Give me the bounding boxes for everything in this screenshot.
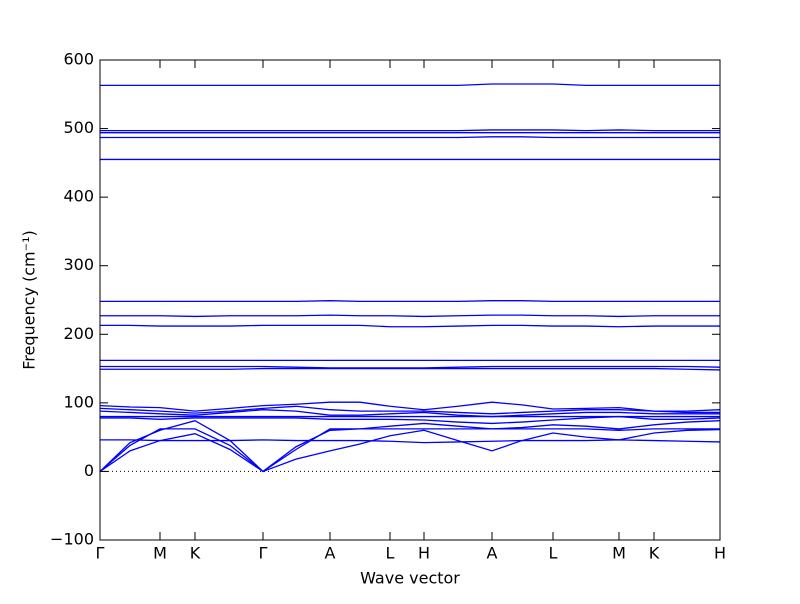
x-tick-label: H: [714, 544, 726, 563]
x-tick-label: A: [487, 544, 498, 563]
band-line: [100, 300, 720, 303]
band-line: [100, 136, 720, 139]
x-axis-label: Wave vector: [360, 569, 460, 588]
band-line: [99, 401, 721, 412]
x-tick-label: K: [190, 544, 201, 563]
band-line: [99, 419, 721, 473]
x-tick-label: Γ: [96, 544, 105, 563]
y-tick-label: 400: [63, 187, 94, 206]
y-tick-label: 0: [84, 461, 94, 480]
plot-frame: [99, 59, 721, 541]
y-tick-label: 600: [63, 50, 94, 69]
x-tick-label: L: [549, 544, 558, 563]
band-line: [100, 367, 721, 371]
y-tick-label: 500: [63, 118, 94, 137]
x-tick-label: A: [325, 544, 336, 563]
band-line: [100, 365, 721, 369]
x-tick-label: L: [386, 544, 395, 563]
band-line: [100, 314, 720, 318]
x-tick-label: K: [649, 544, 660, 563]
band-line: [100, 324, 720, 328]
band-line: [100, 415, 721, 425]
x-tick-label: M: [153, 544, 167, 563]
band-line: [100, 83, 720, 87]
band-line: [99, 409, 720, 418]
y-tick-label: 300: [63, 255, 94, 274]
band-line: [99, 428, 720, 473]
y-tick-label: 200: [63, 324, 94, 343]
band-line: [100, 129, 720, 132]
x-tick-label: M: [612, 544, 626, 563]
band-line: [99, 405, 720, 415]
x-tick-label: H: [418, 544, 430, 563]
y-axis-label: Frequency (cm⁻¹): [20, 230, 39, 369]
band-line: [100, 439, 721, 444]
y-tick-label: 100: [63, 392, 94, 411]
y-tick-label: −100: [50, 530, 94, 549]
x-tick-label: Γ: [259, 544, 268, 563]
